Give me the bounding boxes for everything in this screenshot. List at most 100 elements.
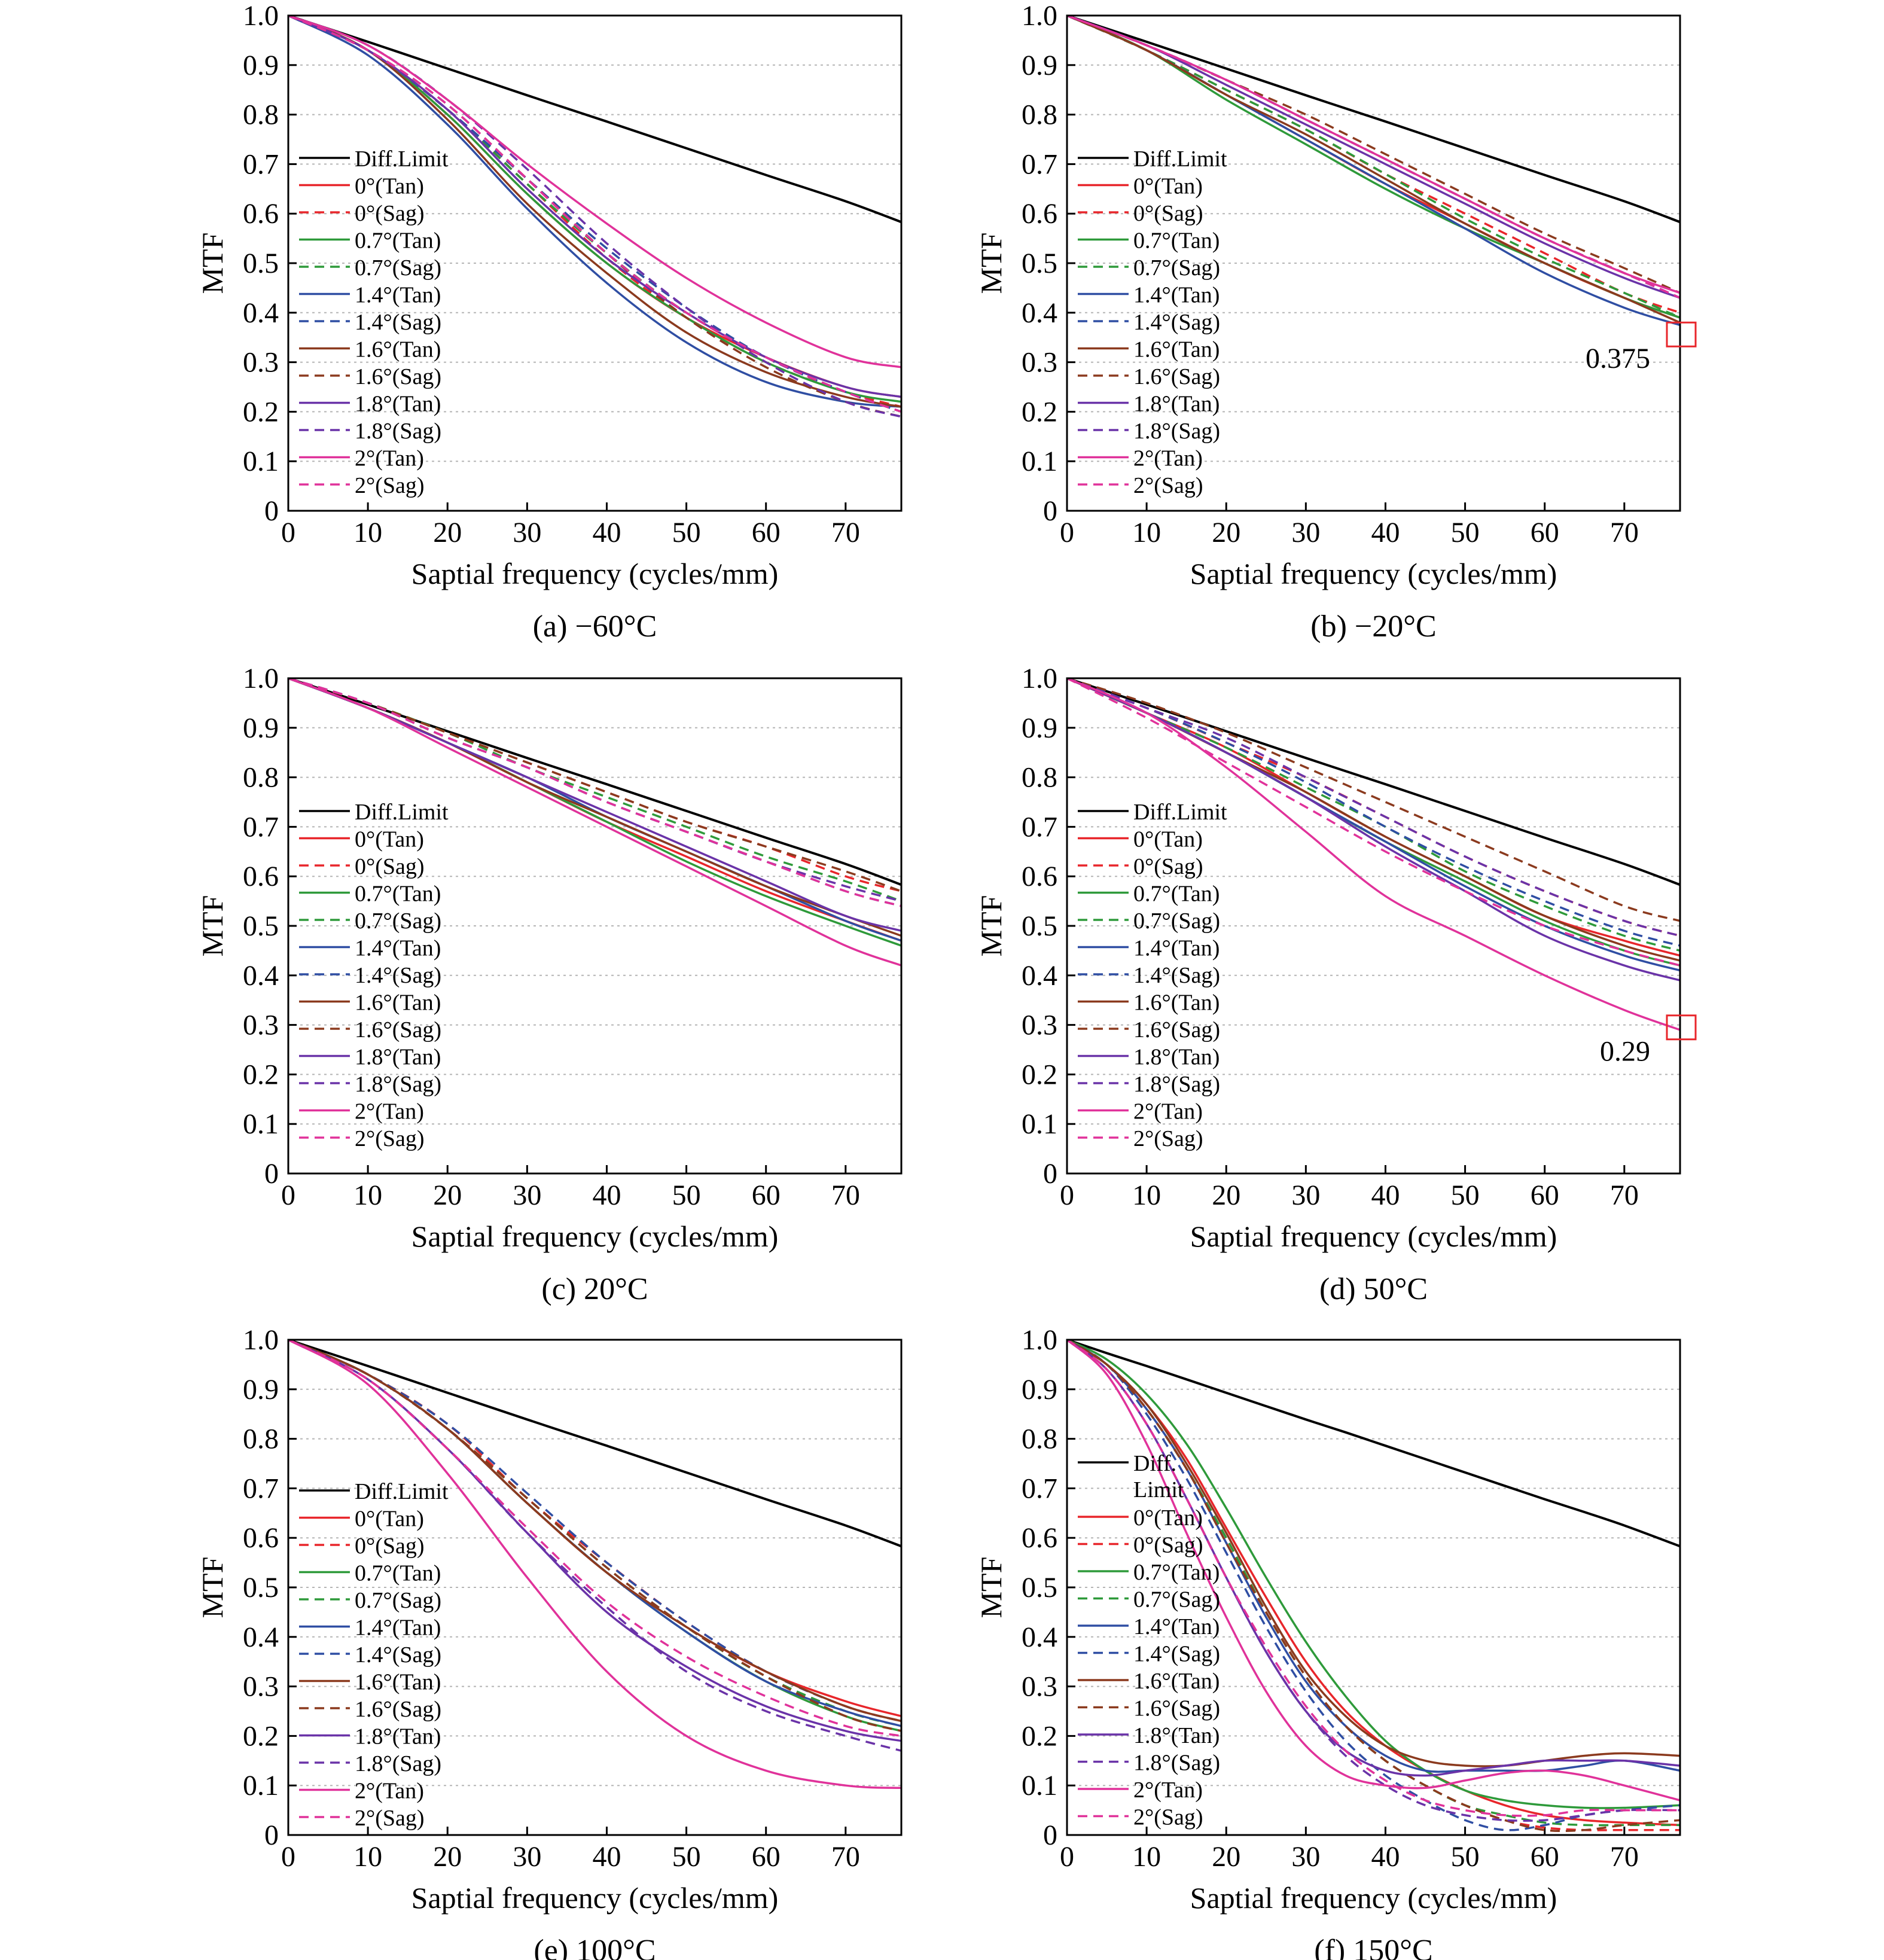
y-tick-label: 0.8 — [1022, 99, 1057, 131]
legend-label: 0.7°(Tan) — [355, 882, 441, 907]
y-tick-label: 0.6 — [243, 198, 279, 230]
series-line-1.4sag — [1067, 678, 1680, 947]
annotation-box — [1666, 1014, 1697, 1041]
x-tick-label: 20 — [433, 517, 462, 548]
x-axis-label: Saptial frequency (cycles/mm) — [1190, 1881, 1557, 1915]
series-line-2tan — [288, 16, 901, 368]
y-tick-label: 0.7 — [243, 148, 279, 180]
series-line-diff.limit — [1067, 678, 1680, 886]
y-tick-label: 0.8 — [243, 762, 279, 794]
legend-label: 1.4°(Tan) — [355, 283, 441, 308]
chart-panel-3: 0 0.1 0.2 0.3 0.4 0.5 0.6 0.7 0.8 0.9 1.0 0 10 20 30 40… — [974, 663, 1697, 1306]
y-tick-label: 0.9 — [1022, 712, 1057, 744]
y-tick-label: 0 — [264, 495, 279, 527]
x-tick-label: 40 — [592, 1179, 621, 1211]
legend-label: 2°(Sag) — [355, 473, 425, 498]
legend-label: 0°(Sag) — [1133, 1533, 1203, 1558]
legend-label: 0.7°(Sag) — [1133, 255, 1220, 281]
y-tick-label: 0.1 — [243, 1770, 279, 1802]
legend-label: 0°(Tan) — [1133, 1505, 1203, 1531]
y-tick-label: 0 — [264, 1819, 279, 1851]
legend-label: 1.8°(Sag) — [355, 419, 441, 444]
x-tick-label: 10 — [1132, 517, 1161, 548]
chart-panel-5: 0 0.1 0.2 0.3 0.4 0.5 0.6 0.7 0.8 0.9 1.0 0 10 20 30 40… — [974, 1324, 1681, 1960]
legend-label: 1.6°(Sag) — [1133, 1696, 1220, 1721]
chart-panel-4: 0 0.1 0.2 0.3 0.4 0.5 0.6 0.7 0.8 0.9 1.0 0 10 20 30 40… — [196, 1324, 903, 1960]
legend-label: 1.6°(Tan) — [355, 1670, 441, 1695]
y-tick-label: 1.0 — [243, 663, 279, 694]
x-tick-label: 20 — [433, 1841, 462, 1873]
legend: Diff.Limit0°(Tan)0°(Sag)0.7°(Tan)0.7°(Sa… — [1078, 147, 1227, 498]
legend-label: 1.8°(Sag) — [355, 1751, 441, 1776]
x-tick-label: 20 — [1212, 1841, 1240, 1873]
series-line-2tan — [1067, 678, 1680, 1031]
x-tick-label: 0 — [281, 1841, 295, 1873]
y-tick-label: 0.2 — [1022, 396, 1057, 428]
x-tick-label: 60 — [1531, 1179, 1559, 1211]
y-tick-label: 0.4 — [1022, 1621, 1057, 1653]
legend-label: 1.8°(Sag) — [1133, 419, 1220, 444]
series-line-1.8tan — [1067, 16, 1680, 299]
legend-label: 2°(Tan) — [355, 1779, 424, 1804]
y-tick-label: 0.4 — [1022, 960, 1057, 992]
y-tick-label: 0.8 — [243, 1423, 279, 1455]
legend: Diff.Limit0°(Tan)0°(Sag)0.7°(Tan)0.7°(Sa… — [1078, 800, 1227, 1151]
x-tick-label: 70 — [1610, 1179, 1639, 1211]
y-tick-label: 1.0 — [243, 0, 279, 32]
legend-label: 0.7°(Tan) — [1133, 1560, 1220, 1585]
y-tick-label: 0.4 — [243, 297, 279, 329]
legend-label: 1.4°(Sag) — [1133, 963, 1220, 988]
panel-caption: (e) 100°C — [534, 1934, 656, 1960]
y-tick-label: 0 — [264, 1158, 279, 1190]
x-tick-label: 60 — [1531, 517, 1559, 548]
legend-label: 1.6°(Sag) — [1133, 364, 1220, 389]
legend-label: 0.7°(Sag) — [355, 1588, 441, 1613]
legend-label: 0°(Tan) — [1133, 827, 1203, 852]
y-tick-label: 1.0 — [243, 1324, 279, 1356]
legend-label: 0°(Tan) — [355, 174, 424, 199]
x-tick-label: 10 — [353, 517, 382, 548]
legend-label: 1.8°(Tan) — [355, 392, 441, 417]
y-tick-label: 0 — [1043, 495, 1057, 527]
y-axis-label: MTF — [974, 895, 1008, 957]
x-axis-label: Saptial frequency (cycles/mm) — [411, 557, 779, 590]
y-tick-label: 0.6 — [243, 1522, 279, 1554]
series-line-1.4sag — [1067, 1340, 1680, 1831]
x-axis-label: Saptial frequency (cycles/mm) — [411, 1881, 779, 1915]
legend-label: 1.6°(Sag) — [355, 1017, 441, 1043]
y-tick-label: 0.2 — [243, 396, 279, 428]
series-line-2sag — [288, 678, 901, 907]
legend-label: 2°(Sag) — [1133, 473, 1203, 498]
legend-label: 2°(Sag) — [355, 1126, 425, 1151]
series-group — [1067, 1340, 1680, 1833]
legend-label: 0°(Sag) — [355, 201, 425, 226]
y-tick-label: 0 — [1043, 1819, 1057, 1851]
legend-label: Diff.Limit — [355, 147, 449, 172]
x-tick-label: 50 — [1451, 1179, 1480, 1211]
y-tick-label: 0.8 — [1022, 762, 1057, 794]
legend-label: Diff.Limit — [1133, 800, 1227, 825]
panel-caption: (d) 50°C — [1319, 1272, 1428, 1306]
x-tick-label: 60 — [1531, 1841, 1559, 1873]
x-tick-label: 70 — [831, 517, 860, 548]
legend-label: 0°(Sag) — [1133, 854, 1203, 879]
y-tick-label: 1.0 — [1022, 1324, 1057, 1356]
plot-frame — [1066, 1339, 1681, 1836]
x-tick-label: 30 — [513, 1841, 541, 1873]
series-group — [288, 678, 901, 967]
y-tick-label: 0.2 — [243, 1720, 279, 1752]
series-line-0tan — [1067, 1340, 1680, 1827]
x-tick-label: 10 — [1132, 1179, 1161, 1211]
legend-label: Diff.Limit — [355, 800, 449, 825]
y-tick-label: 0.9 — [1022, 1374, 1057, 1406]
plot-frame — [1066, 14, 1681, 512]
x-tick-label: 50 — [672, 517, 701, 548]
x-tick-label: 50 — [1451, 1841, 1480, 1873]
series-line-diff.limit — [288, 1340, 901, 1548]
legend-label: 0°(Tan) — [1133, 174, 1203, 199]
series-line-diff.limit — [288, 678, 901, 886]
plot-frame — [287, 1339, 903, 1836]
series-line-2sag — [1067, 678, 1680, 967]
series-line-0.7tan — [1067, 1340, 1680, 1809]
series-line-1.4tan — [288, 16, 901, 408]
